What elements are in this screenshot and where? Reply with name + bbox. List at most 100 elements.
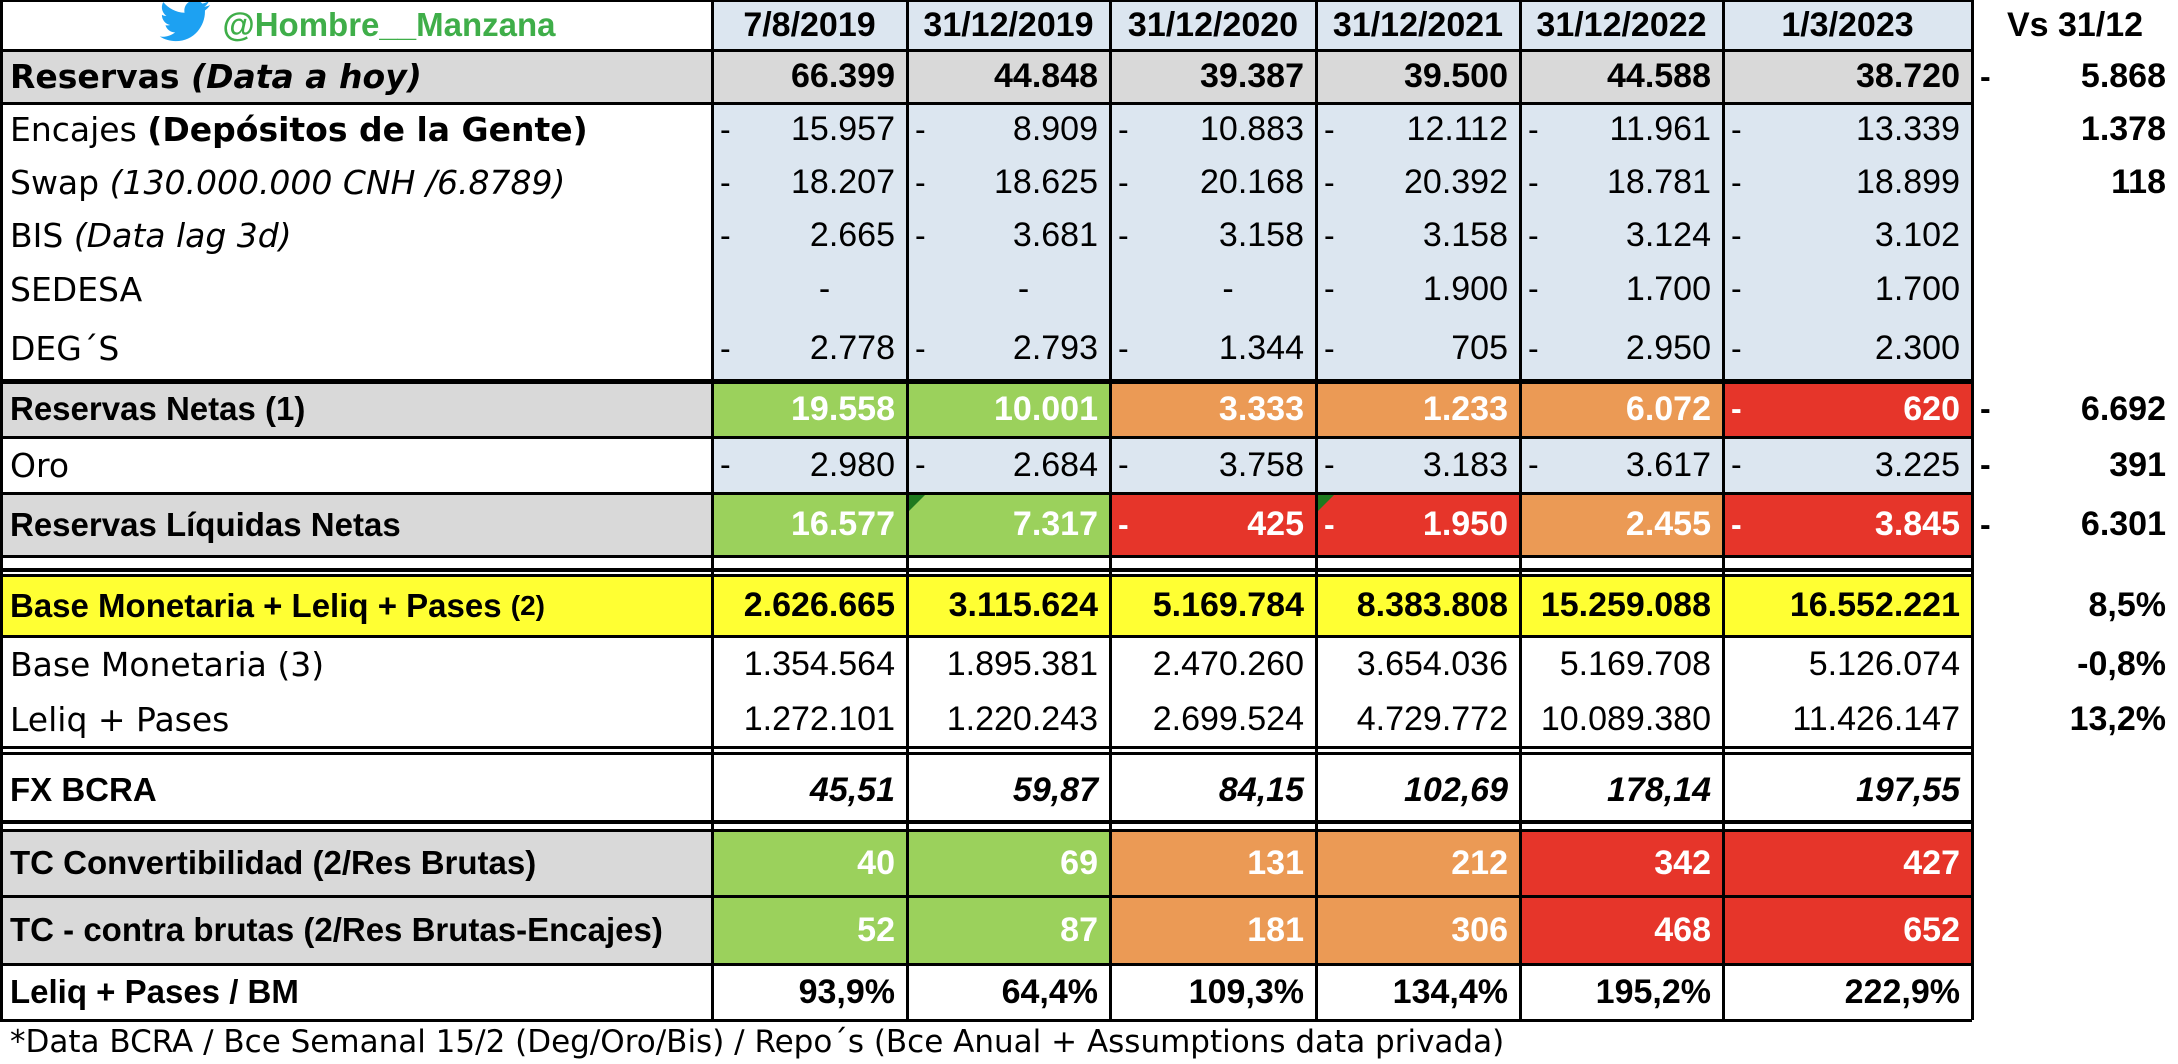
- value-text: 44.848: [994, 57, 1098, 95]
- negative-dash: -: [1731, 330, 1742, 366]
- value-text: 12.112: [1406, 110, 1508, 148]
- grid-line: [0, 962, 1972, 966]
- value-text: 306: [1451, 910, 1508, 949]
- value-text: 1.895.381: [946, 644, 1098, 683]
- grid-line: [1721, 0, 1725, 1020]
- value-text: 18.207: [791, 163, 895, 201]
- value-cell: 1.272.101: [712, 692, 907, 747]
- footnote: *Data BCRA / Bce Semanal 15/2 (Deg/Oro/B…: [10, 1024, 1505, 1060]
- value-text: 18.781: [1607, 163, 1711, 201]
- value-text: 1.900: [1422, 269, 1508, 308]
- negative-dash: -: [1528, 217, 1539, 253]
- value-text: 69: [1060, 843, 1098, 882]
- value-cell: 3.102 -: [1723, 209, 1972, 262]
- value-cell: 1.900 -: [1316, 262, 1520, 316]
- value-cell: 3.654.036: [1316, 636, 1520, 692]
- vs-value: -0,8%: [2077, 644, 2166, 683]
- value-cell: 131: [1110, 830, 1316, 896]
- row-label: Swap (130.000.000 CNH /6.8789): [0, 156, 712, 209]
- value-cell: 45,51: [712, 758, 907, 822]
- value-text: 705: [1451, 329, 1508, 367]
- grid-line: [0, 0, 3, 1020]
- value-text: 620: [1903, 389, 1960, 428]
- row-label-part: Oro: [10, 445, 70, 485]
- row-label-part: DEG´S: [10, 329, 120, 368]
- value-text: 3.102: [1874, 216, 1960, 254]
- vs-cell: 13,2%: [1972, 692, 2178, 747]
- value-text: 2.684: [1012, 445, 1098, 484]
- comment-marker: [1318, 495, 1334, 511]
- negative-dash: -: [1118, 164, 1129, 200]
- value-text: 10.089.380: [1540, 700, 1711, 738]
- vs-cell: 391 -: [1972, 437, 2178, 493]
- value-cell: 195,2%: [1520, 964, 1723, 1020]
- value-text: 2.950: [1625, 329, 1711, 367]
- grid-line: [0, 568, 1972, 572]
- value-cell: 2.626.665: [712, 575, 907, 636]
- value-cell: 3.115.624: [907, 575, 1110, 636]
- negative-dash: -: [1118, 506, 1129, 542]
- value-cell: 181: [1110, 896, 1316, 964]
- negative-dash: -: [1324, 270, 1335, 307]
- value-text: 3.617: [1625, 445, 1711, 484]
- value-text: 2.699.524: [1152, 700, 1304, 738]
- value-cell: 2.793 -: [907, 316, 1110, 381]
- negative-dash: -: [1118, 111, 1129, 147]
- value-text: 3.654.036: [1356, 644, 1508, 683]
- column-header-vs: Vs 31/12: [2006, 5, 2144, 44]
- row-label-part: Leliq + Pases: [10, 700, 230, 739]
- row-label-part: (Data lag 3d): [73, 216, 292, 255]
- vs-cell: [1972, 316, 2178, 381]
- value-cell: 39.500: [1316, 50, 1520, 103]
- value-text: 425: [1247, 505, 1304, 543]
- value-text: 3.845: [1874, 505, 1960, 543]
- value-cell: 2.684 -: [907, 437, 1110, 493]
- value-text: 16.577: [791, 505, 895, 543]
- negative-dash: -: [915, 164, 926, 200]
- column-header-date: 1/3/2023: [1723, 0, 1972, 50]
- row-label: Reservas Netas (1): [0, 381, 712, 437]
- value-text: 52: [857, 910, 895, 949]
- negative-dash: -: [1528, 164, 1539, 200]
- value-cell: 3.758 -: [1110, 437, 1316, 493]
- negative-dash: -: [915, 446, 926, 483]
- vs-cell: [1972, 758, 2178, 822]
- value-text: 109,3%: [1188, 972, 1304, 1011]
- negative-dash: -: [720, 111, 731, 147]
- negative-dash: -: [1731, 390, 1742, 427]
- row-label: Leliq + Pases / BM: [0, 964, 712, 1020]
- value-text: 3.225: [1874, 445, 1960, 484]
- value-text: 2.626.665: [743, 586, 895, 624]
- value-cell: 2.778 -: [712, 316, 907, 381]
- value-cell: 212: [1316, 830, 1520, 896]
- value-text: 1.950: [1422, 505, 1508, 543]
- value-text: 1.272.101: [743, 700, 895, 738]
- negative-dash: -: [1324, 217, 1335, 253]
- value-text: 15.259.088: [1540, 586, 1711, 624]
- negative-dash: -: [1528, 270, 1539, 307]
- vs-cell: [1972, 964, 2178, 1020]
- value-text: 3.158: [1218, 216, 1304, 254]
- value-cell: 5.169.784: [1110, 575, 1316, 636]
- negative-dash: -: [1118, 446, 1129, 483]
- value-text: 2.665: [809, 216, 895, 254]
- vs-cell: 6.301 -: [1972, 493, 2178, 556]
- value-cell: 468: [1520, 896, 1723, 964]
- value-cell: 5.169.708: [1520, 636, 1723, 692]
- row-label-part: Reservas: [10, 57, 192, 96]
- row-label-part: Base Monetaria (3): [10, 644, 325, 684]
- row-label-part: Encajes: [10, 110, 148, 149]
- value-cell: 1.220.243: [907, 692, 1110, 747]
- value-text: 39.500: [1404, 57, 1508, 95]
- value-cell: 1.233: [1316, 381, 1520, 437]
- row-label-part: TC - contra brutas (2/Res Brutas-Encajes…: [10, 911, 663, 948]
- twitter-handle[interactable]: @Hombre__Manzana: [0, 0, 712, 50]
- value-text: 212: [1451, 843, 1508, 882]
- value-text: 5.169.708: [1559, 644, 1711, 683]
- negative-dash: -: [1528, 330, 1539, 366]
- value-cell: 18.781 -: [1520, 156, 1723, 209]
- value-cell: 59,87: [907, 758, 1110, 822]
- negative-dash: -: [1731, 270, 1742, 307]
- grid-line: [0, 435, 1972, 439]
- grid-line: [0, 491, 1972, 495]
